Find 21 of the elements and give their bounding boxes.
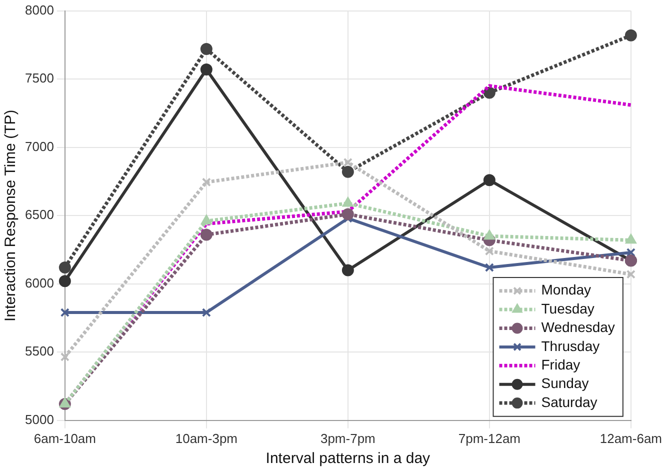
y-tick-label: 6500 xyxy=(25,207,54,222)
y-tick-label: 5500 xyxy=(25,344,54,359)
legend-label: Thrusday xyxy=(541,338,600,354)
y-tick-label: 8000 xyxy=(25,2,54,18)
x-axis-title: Interval patterns in a day xyxy=(266,450,431,468)
x-tick-label: 6am-10am xyxy=(34,430,96,446)
y-tick-label: 7500 xyxy=(25,70,54,86)
x-tick-label: 7pm-12am xyxy=(458,430,520,446)
y-tick-label: 6000 xyxy=(25,275,54,290)
legend-label: Wednesday xyxy=(541,319,615,336)
y-tick-label: 7000 xyxy=(25,138,54,154)
x-tick-label: 10am-3pm xyxy=(175,430,238,446)
legend-label: Sunday xyxy=(541,375,589,392)
legend-label: Tuesday xyxy=(541,300,594,316)
legend-label: Monday xyxy=(541,282,592,298)
y-axis-title: Interaction Response Time (TP) xyxy=(2,110,20,322)
legend-label: Saturday xyxy=(541,394,598,410)
x-tick-label: 3pm-7pm xyxy=(320,430,376,446)
y-tick-label: 5000 xyxy=(25,412,54,427)
x-tick-label: 12am-6am xyxy=(600,430,662,446)
legend-label: Friday xyxy=(541,356,580,373)
